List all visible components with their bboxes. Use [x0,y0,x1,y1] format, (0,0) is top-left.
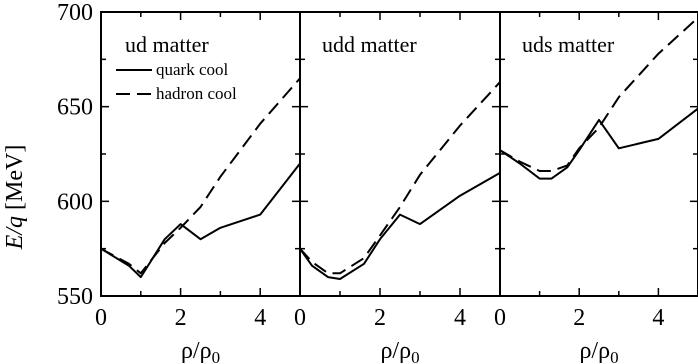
x-tick-label: 0 [294,305,306,331]
y-axis-title-italic: E/q [2,216,28,250]
x-tick-label: 2 [175,305,187,331]
y-axis-label: E/q [MeV] [2,145,28,251]
series-quark-cool [299,172,501,280]
series-hadron-cool [299,81,501,275]
x-tick-label: 2 [374,305,386,331]
panel-title: ud matter [125,32,209,57]
y-tick-label: 700 [57,0,93,26]
legend: quark cool hadron cool [116,60,237,103]
y-tick-label: 650 [57,95,93,121]
panel-title: uds matter [522,32,615,57]
legend-label: quark cool [156,60,229,79]
x-tick-label: 0 [95,305,107,331]
legend-label: hadron cool [156,84,237,103]
x-tick-label: 0 [494,305,506,331]
x-axis-title-subscript: 0 [610,348,619,364]
y-axis-title-unit: [MeV] [2,145,28,210]
y-tick-label: 550 [57,284,93,310]
y-tick-label: 600 [57,189,93,215]
x-axis-title-base: ρ/ρ [181,338,212,364]
series-hadron-cool [100,77,301,275]
x-tick-label: 4 [652,305,664,331]
x-axis-title-base: ρ/ρ [579,338,610,364]
x-tick-label: 2 [573,305,585,331]
series-hadron-cool [499,16,698,172]
x-axis-title: ρ/ρ0 [380,338,419,364]
x-tick-label: 4 [254,305,266,331]
x-tick-label: 4 [454,305,466,331]
x-axis-title: ρ/ρ0 [181,338,220,364]
series-quark-cool [100,162,301,279]
panel-title: udd matter [322,32,417,57]
x-axis-title-subscript: 0 [212,348,221,364]
x-axis-title: ρ/ρ0 [579,338,618,364]
y-axis-title: E/q [MeV] [2,145,28,251]
series-quark-cool [499,107,698,180]
x-axis-title-base: ρ/ρ [380,338,411,364]
x-axis-title-subscript: 0 [411,348,420,364]
